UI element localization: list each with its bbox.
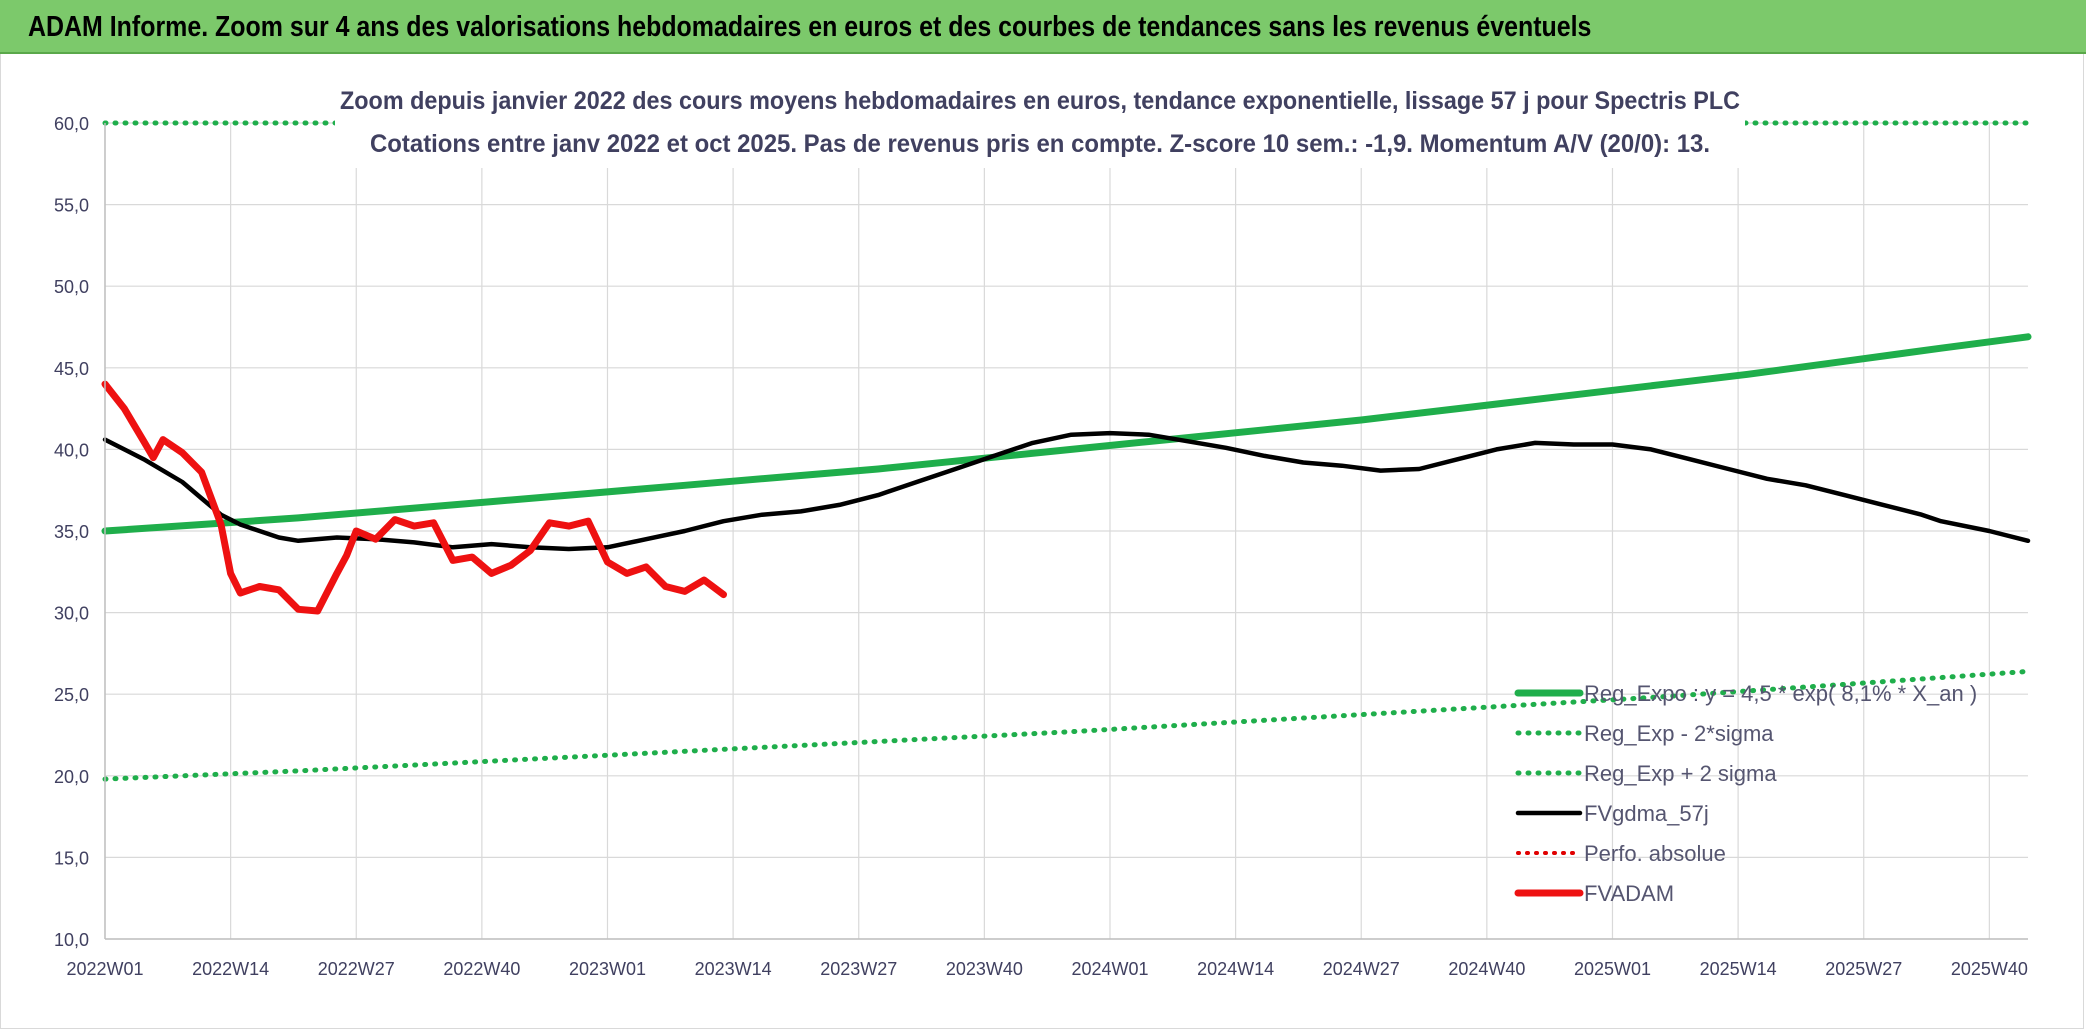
x-tick-label: 2023W14 [695, 959, 772, 979]
axis-layer: 10,0 15,0 20,0 25,0 30,0 35,0 40,0 45,0 50,0 55,0… [54, 114, 2028, 979]
y-tick-label: 20,0 [54, 767, 89, 787]
chart-frame [0, 54, 2084, 1029]
x-tick-label: 2024W14 [1197, 959, 1274, 979]
legend-label-fvgdma: FVgdma_57j [1584, 801, 1709, 826]
report-banner: ADAM Informe. Zoom sur 4 ans des valoris… [0, 0, 2086, 54]
y-tick-label: 45,0 [54, 359, 89, 379]
y-tick-label: 15,0 [54, 848, 89, 868]
y-tick-label: 25,0 [54, 685, 89, 705]
x-tick-label: 2023W27 [820, 959, 897, 979]
legend-label-fvadam: FVADAM [1584, 881, 1674, 906]
y-tick-label: 40,0 [54, 440, 89, 460]
chart-subtitle: Cotations entre janv 2022 et oct 2025. P… [370, 130, 1710, 158]
chart-title: Zoom depuis janvier 2022 des cours moyen… [340, 87, 1740, 115]
x-tick-label: 2024W40 [1448, 959, 1525, 979]
report-title: ADAM Informe. Zoom sur 4 ans des valoris… [28, 11, 1592, 43]
title-backdrop [335, 78, 1745, 168]
x-tick-label: 2025W01 [1574, 959, 1651, 979]
y-tick-label: 55,0 [54, 196, 89, 216]
x-tick-label: 2022W40 [443, 959, 520, 979]
x-tick-label: 2024W27 [1323, 959, 1400, 979]
x-tick-label: 2024W01 [1071, 959, 1148, 979]
x-tick-label: 2022W01 [66, 959, 143, 979]
legend-label-plus2: Reg_Exp + 2 sigma [1584, 761, 1777, 786]
x-tick-label: 2023W40 [946, 959, 1023, 979]
grid-layer [104, 122, 2028, 940]
y-tick-label: 50,0 [54, 277, 89, 297]
y-tick-label: 30,0 [54, 604, 89, 624]
legend-label-reg_expo: Reg_Expo : y = 4,5 * exp( 8,1% * X_an ) [1584, 681, 1977, 706]
x-tick-label: 2025W14 [1700, 959, 1777, 979]
legend-label-minus2: Reg_Exp - 2*sigma [1584, 721, 1774, 746]
x-tick-label: 2025W40 [1951, 959, 2028, 979]
legend-label-perfo: Perfo. absolue [1584, 841, 1726, 866]
y-tick-label: 35,0 [54, 522, 89, 542]
x-tick-label: 2025W27 [1825, 959, 1902, 979]
series-reg-expo [101, 333, 2032, 535]
legend: Reg_Expo : y = 4,5 * exp( 8,1% * X_an ) R… [1514, 681, 1977, 906]
series-fvgdma [102, 430, 2031, 552]
y-tick-label: 10,0 [54, 930, 89, 950]
series-minus-2-sigma [102, 668, 2031, 782]
series-fvadam [101, 380, 727, 615]
x-tick-label: 2022W14 [192, 959, 269, 979]
y-tick-label: 60,0 [54, 114, 89, 134]
x-tick-label: 2022W27 [318, 959, 395, 979]
x-tick-label: 2023W01 [569, 959, 646, 979]
